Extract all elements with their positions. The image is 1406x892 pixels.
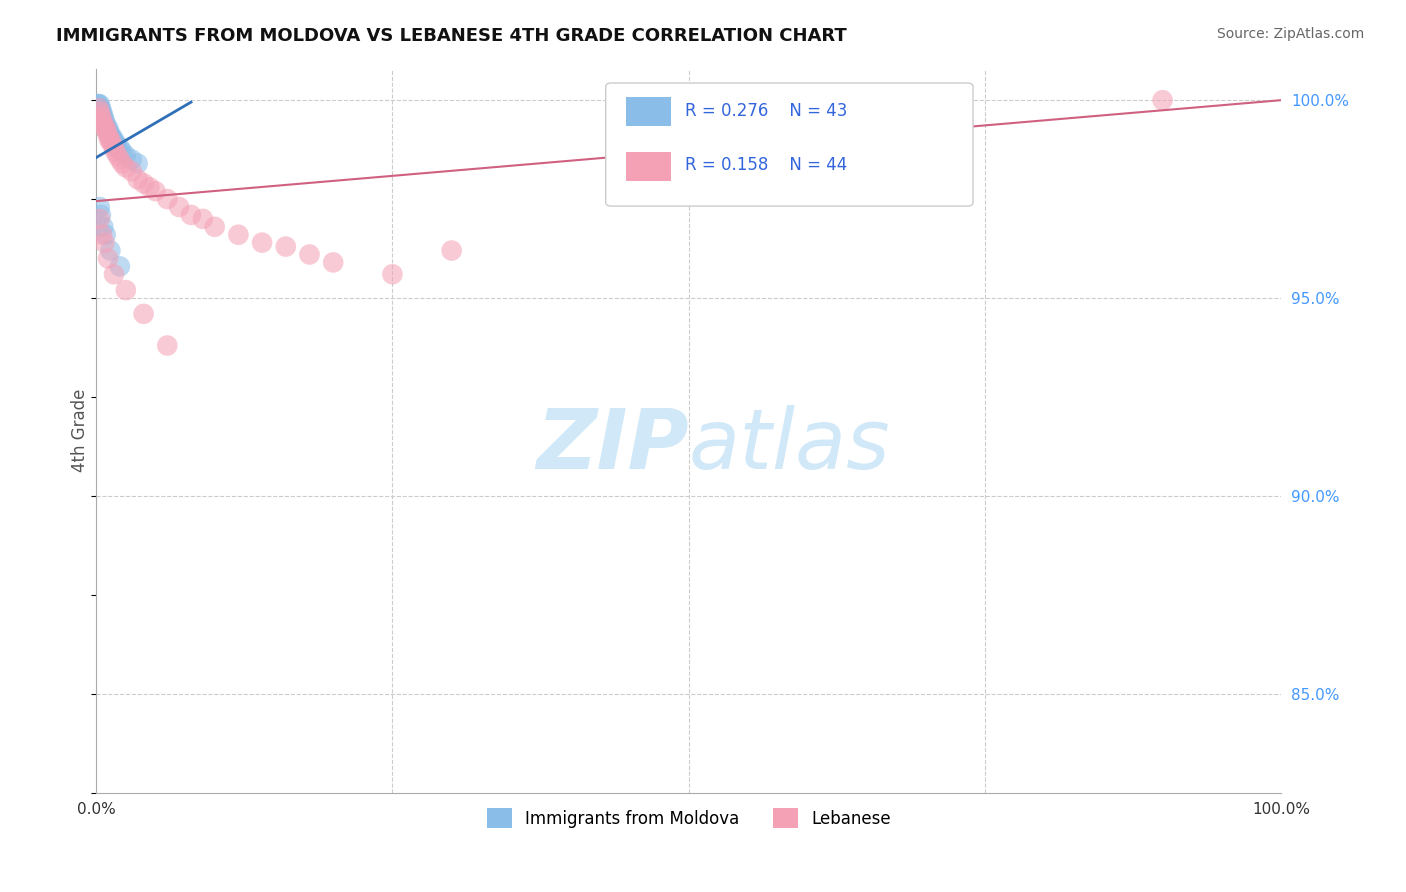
Point xyxy=(90,109,112,123)
Point xyxy=(100,244,122,258)
Point xyxy=(86,101,108,115)
Point xyxy=(89,101,111,115)
Point xyxy=(104,145,127,159)
Point xyxy=(94,120,117,135)
Point xyxy=(191,211,214,226)
Point xyxy=(90,101,112,115)
Point xyxy=(87,101,110,115)
Point xyxy=(145,184,167,198)
Point xyxy=(91,109,114,123)
Point xyxy=(114,283,136,297)
Point xyxy=(156,338,179,352)
Text: atlas: atlas xyxy=(689,405,890,485)
Point xyxy=(381,267,404,281)
Point xyxy=(91,117,114,131)
Point xyxy=(250,235,273,250)
Y-axis label: 4th Grade: 4th Grade xyxy=(72,389,89,472)
Text: R = 0.158    N = 44: R = 0.158 N = 44 xyxy=(685,156,848,174)
Point xyxy=(86,97,108,112)
Point xyxy=(94,227,117,242)
Point xyxy=(91,112,114,127)
Point xyxy=(97,128,120,143)
Point xyxy=(100,136,122,151)
Point xyxy=(127,172,149,186)
Point xyxy=(89,211,111,226)
Point xyxy=(87,105,110,120)
Point xyxy=(156,192,179,206)
Point xyxy=(97,125,120,139)
Point xyxy=(91,112,114,127)
Point xyxy=(98,133,121,147)
Point xyxy=(101,133,124,147)
Point xyxy=(89,109,111,123)
Point xyxy=(132,307,155,321)
FancyBboxPatch shape xyxy=(626,97,671,127)
Point xyxy=(91,219,114,234)
Point xyxy=(111,156,134,170)
Point xyxy=(105,136,128,151)
Point xyxy=(87,101,110,115)
Point xyxy=(108,153,131,167)
Point xyxy=(97,252,120,266)
Point xyxy=(91,112,114,127)
Point xyxy=(132,176,155,190)
Point xyxy=(91,109,114,123)
Point xyxy=(138,180,160,194)
Point xyxy=(298,247,321,261)
Point xyxy=(127,156,149,170)
Text: Source: ZipAtlas.com: Source: ZipAtlas.com xyxy=(1216,27,1364,41)
Point xyxy=(91,105,114,120)
Point xyxy=(108,141,131,155)
Point xyxy=(89,105,111,120)
Point xyxy=(93,117,115,131)
Point xyxy=(87,97,110,112)
Point xyxy=(100,133,122,147)
Point xyxy=(107,148,129,162)
Point xyxy=(121,164,143,178)
Point xyxy=(103,141,125,155)
Point xyxy=(103,267,125,281)
Point xyxy=(322,255,344,269)
Point xyxy=(114,148,136,162)
Point xyxy=(91,227,114,242)
Point xyxy=(94,117,117,131)
Point xyxy=(90,105,112,120)
Point xyxy=(121,153,143,167)
Point xyxy=(107,141,129,155)
FancyBboxPatch shape xyxy=(606,83,973,206)
Point xyxy=(228,227,250,242)
Point xyxy=(93,112,115,127)
Point xyxy=(440,244,463,258)
Text: ZIP: ZIP xyxy=(536,405,689,485)
Point xyxy=(167,200,190,214)
Point xyxy=(204,219,226,234)
Point xyxy=(89,105,111,120)
Point xyxy=(100,128,122,143)
Point xyxy=(97,120,120,135)
Point xyxy=(274,239,297,253)
Text: IMMIGRANTS FROM MOLDOVA VS LEBANESE 4TH GRADE CORRELATION CHART: IMMIGRANTS FROM MOLDOVA VS LEBANESE 4TH … xyxy=(56,27,846,45)
Point xyxy=(90,208,112,222)
Point xyxy=(108,260,131,274)
Point xyxy=(180,208,202,222)
Point xyxy=(114,161,136,175)
Text: R = 0.276    N = 43: R = 0.276 N = 43 xyxy=(685,102,848,120)
Point xyxy=(93,235,115,250)
Point xyxy=(98,125,121,139)
Point xyxy=(94,120,117,135)
Point xyxy=(100,128,122,143)
Point xyxy=(103,133,125,147)
Point xyxy=(104,136,127,151)
Point xyxy=(93,120,115,135)
Point xyxy=(96,125,118,139)
Point xyxy=(90,109,112,123)
Point xyxy=(89,200,111,214)
FancyBboxPatch shape xyxy=(626,152,671,181)
Point xyxy=(89,97,111,112)
Point xyxy=(96,120,118,135)
Point xyxy=(1152,93,1174,107)
Point xyxy=(111,145,134,159)
Legend: Immigrants from Moldova, Lebanese: Immigrants from Moldova, Lebanese xyxy=(479,801,897,835)
